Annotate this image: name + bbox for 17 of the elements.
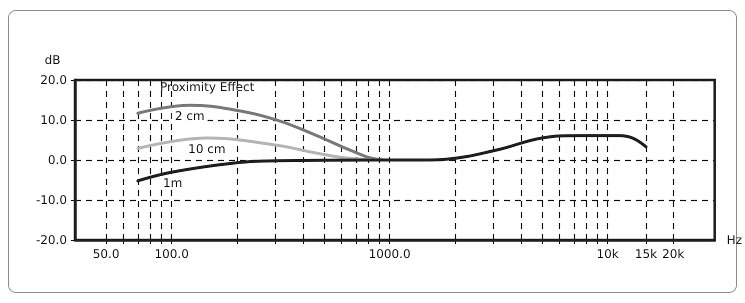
- x-tick-label: 50.0: [92, 247, 120, 261]
- y-tick-label: -10.0: [36, 193, 67, 207]
- x-tick-label: 20k: [662, 247, 684, 261]
- y-tick-label: 0.0: [48, 153, 67, 167]
- x-tick-label: 10k: [596, 247, 619, 261]
- x-tick-label: 100.0: [154, 247, 189, 261]
- y-tick-label: -20.0: [36, 233, 67, 247]
- series-label: 1m: [162, 176, 182, 190]
- x-axis-title: Hz: [726, 233, 742, 247]
- y-axis-title: dB: [44, 53, 60, 67]
- y-tick-label: 20.0: [40, 73, 67, 87]
- annotation: Proximity Effect: [160, 80, 255, 94]
- series-label: 2 cm: [174, 109, 205, 124]
- x-tick-label: 1000.0: [368, 247, 411, 261]
- y-tick-label: 10.0: [40, 113, 67, 127]
- x-tick-label: 15k: [634, 247, 658, 261]
- series-label: 10 cm: [188, 142, 226, 156]
